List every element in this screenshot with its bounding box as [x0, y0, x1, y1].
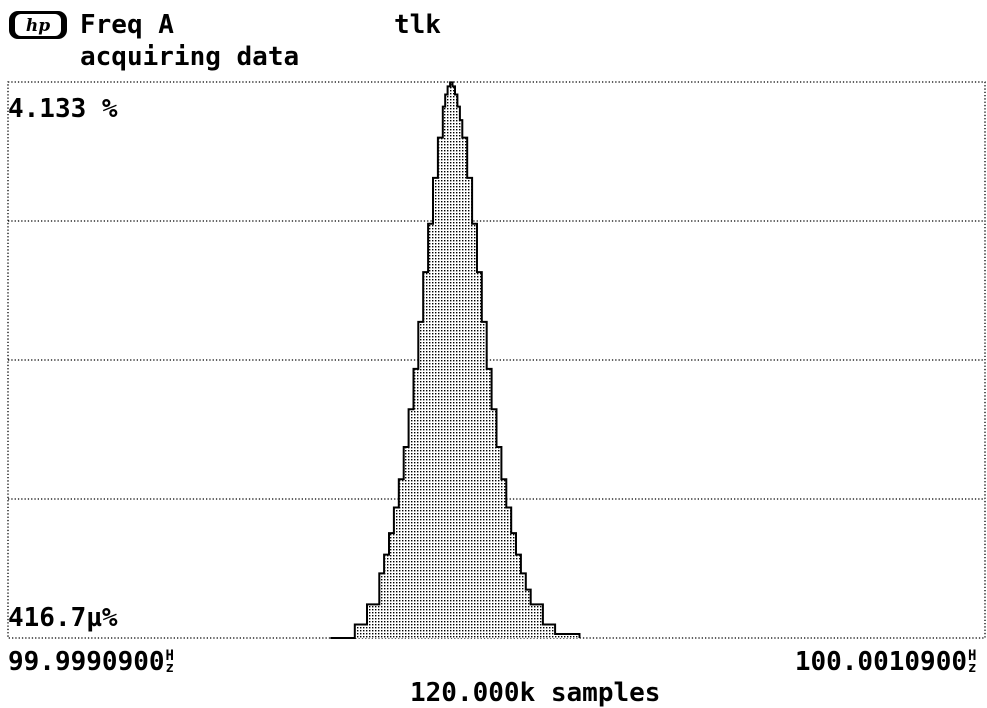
svg-text:hp: hp: [26, 16, 50, 36]
plot-frame: [7, 81, 986, 639]
measurement-title: Freq A: [80, 10, 174, 40]
hp-logo-icon: hp: [9, 11, 67, 39]
bus-status: tlk: [394, 10, 441, 40]
distribution-fill: [330, 82, 580, 638]
distribution-outline: [330, 81, 581, 639]
acquisition-status: acquiring data: [80, 42, 300, 72]
y-min-label: 416.7µ%: [8, 603, 118, 633]
sample-count: 120.000k samples: [410, 678, 661, 708]
y-max-label: 4.133 %: [8, 94, 118, 124]
